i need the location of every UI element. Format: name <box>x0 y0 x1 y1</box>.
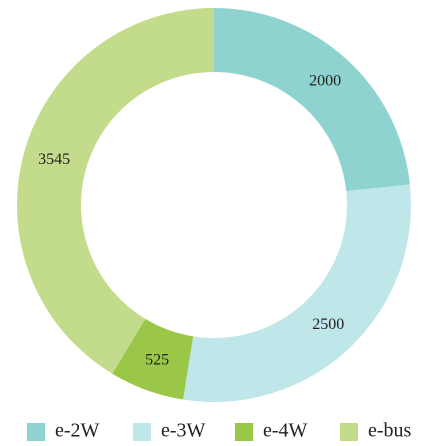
legend-label: e-2W <box>55 420 100 442</box>
legend-label: e-4W <box>263 420 308 442</box>
value-label: 2000 <box>309 72 341 89</box>
legend-swatch <box>235 423 253 441</box>
donut-segment <box>16 8 214 374</box>
legend-label: e-bus <box>368 420 412 442</box>
donut-segment <box>112 318 194 400</box>
value-label: 525 <box>145 352 169 369</box>
legend-swatch <box>340 423 358 441</box>
legend-swatch <box>133 423 151 441</box>
value-label: 2500 <box>312 316 344 333</box>
donut-segment <box>214 8 410 192</box>
legend-label: e-3W <box>161 420 206 442</box>
legend-swatch <box>27 423 45 441</box>
donut-segment <box>183 184 411 402</box>
value-label: 3545 <box>38 151 70 168</box>
